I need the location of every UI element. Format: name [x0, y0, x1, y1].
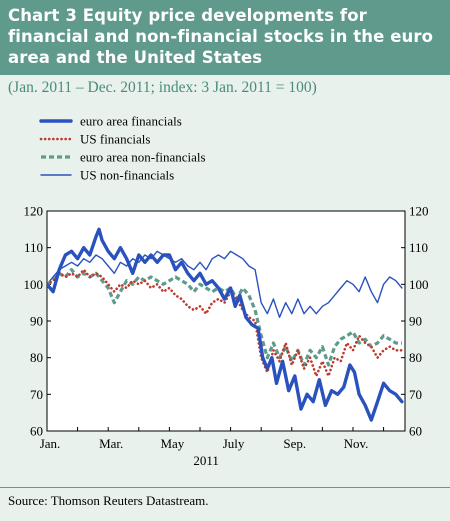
- y-tick-label: 80: [409, 350, 422, 365]
- y-tick-label: 120: [24, 204, 44, 219]
- x-year-label: 2011: [193, 453, 219, 468]
- x-tick-label: Mar.: [99, 436, 123, 451]
- y-tick-label: 100: [24, 277, 44, 292]
- y-tick-label: 70: [30, 387, 43, 402]
- legend-label: US financials: [80, 132, 150, 147]
- series-line-euro-area-financials: [47, 227, 404, 422]
- y-tick-label: 60: [30, 424, 43, 439]
- x-tick-label: Sep.: [283, 436, 306, 451]
- y-tick-label: 60: [409, 424, 422, 439]
- y-tick-label: 90: [409, 314, 422, 329]
- chart-title: Chart 3 Equity price developments for fi…: [8, 6, 434, 67]
- y-tick-label: 100: [409, 277, 429, 292]
- y-axis-left: 60 70 80 90 100 110 120: [24, 204, 44, 439]
- x-tick-label: July: [223, 436, 245, 451]
- source-divider: [0, 487, 450, 488]
- y-tick-label: 90: [30, 314, 43, 329]
- legend-label: euro area financials: [80, 114, 182, 129]
- y-tick-label: 70: [409, 387, 422, 402]
- y-axis-right: 60 70 80 90 100 110 120: [409, 204, 429, 439]
- plot-area: [46, 210, 406, 432]
- x-tick-label: Jan.: [40, 436, 61, 451]
- legend-label: US non-financials: [80, 168, 174, 183]
- series-line-us-financials: [47, 268, 404, 378]
- series-line-euro-area-non-financials: [47, 268, 402, 367]
- y-tick-label: 80: [30, 350, 43, 365]
- series-lines: [47, 227, 404, 422]
- legend-label: euro area non-financials: [80, 150, 206, 165]
- plot-frame: [46, 210, 406, 432]
- chart-subtitle: (Jan. 2011 – Dec. 2011; index: 3 Jan. 20…: [8, 79, 317, 96]
- title-band: Chart 3 Equity price developments for fi…: [0, 0, 450, 75]
- series-line-us-non-financials: [47, 250, 403, 318]
- x-tick-label: Nov.: [344, 436, 369, 451]
- source-note: Source: Thomson Reuters Datastream.: [8, 493, 209, 508]
- legend: euro area financials US financials euro ar…: [39, 114, 206, 183]
- y-tick-label: 120: [409, 204, 429, 219]
- x-tick-label: May: [160, 436, 184, 451]
- line-chart: euro area financials US financials euro ar…: [24, 114, 429, 469]
- y-tick-label: 110: [24, 240, 43, 255]
- x-axis: Jan. Mar. May July Sep. Nov. 2011: [40, 436, 369, 468]
- y-tick-label: 110: [409, 240, 428, 255]
